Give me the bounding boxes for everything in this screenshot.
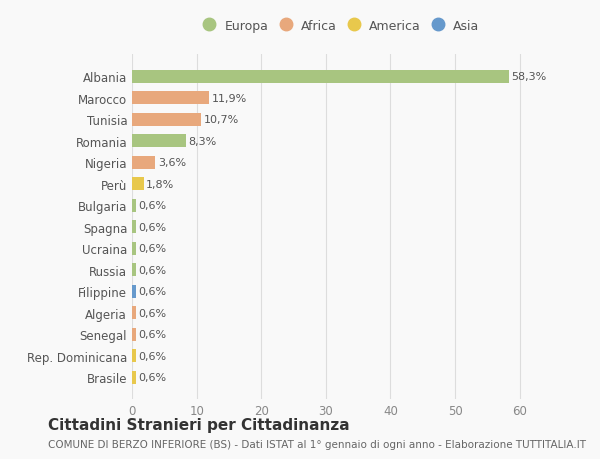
Bar: [132, 371, 136, 384]
Text: 11,9%: 11,9%: [211, 94, 247, 104]
Bar: [132, 135, 185, 148]
Bar: [132, 307, 136, 319]
Bar: [132, 285, 136, 298]
Text: 0,6%: 0,6%: [139, 330, 167, 339]
Text: 58,3%: 58,3%: [511, 72, 547, 82]
Text: 10,7%: 10,7%: [204, 115, 239, 125]
Text: 0,6%: 0,6%: [139, 222, 167, 232]
Bar: [132, 221, 136, 234]
Bar: [132, 328, 136, 341]
Bar: [132, 71, 509, 84]
Bar: [132, 199, 136, 212]
Text: 1,8%: 1,8%: [146, 179, 175, 189]
Text: 0,6%: 0,6%: [139, 244, 167, 254]
Bar: [132, 157, 155, 169]
Text: 0,6%: 0,6%: [139, 372, 167, 382]
Text: 8,3%: 8,3%: [188, 136, 217, 146]
Text: COMUNE DI BERZO INFERIORE (BS) - Dati ISTAT al 1° gennaio di ogni anno - Elabora: COMUNE DI BERZO INFERIORE (BS) - Dati IS…: [48, 440, 586, 449]
Legend: Europa, Africa, America, Asia: Europa, Africa, America, Asia: [200, 17, 484, 37]
Bar: [132, 113, 201, 127]
Bar: [132, 242, 136, 255]
Text: 0,6%: 0,6%: [139, 308, 167, 318]
Text: 0,6%: 0,6%: [139, 286, 167, 297]
Text: 0,6%: 0,6%: [139, 265, 167, 275]
Bar: [132, 92, 209, 105]
Text: Cittadini Stranieri per Cittadinanza: Cittadini Stranieri per Cittadinanza: [48, 417, 350, 432]
Bar: [132, 349, 136, 362]
Bar: [132, 178, 143, 191]
Bar: [132, 263, 136, 276]
Text: 0,6%: 0,6%: [139, 351, 167, 361]
Text: 3,6%: 3,6%: [158, 158, 186, 168]
Text: 0,6%: 0,6%: [139, 201, 167, 211]
